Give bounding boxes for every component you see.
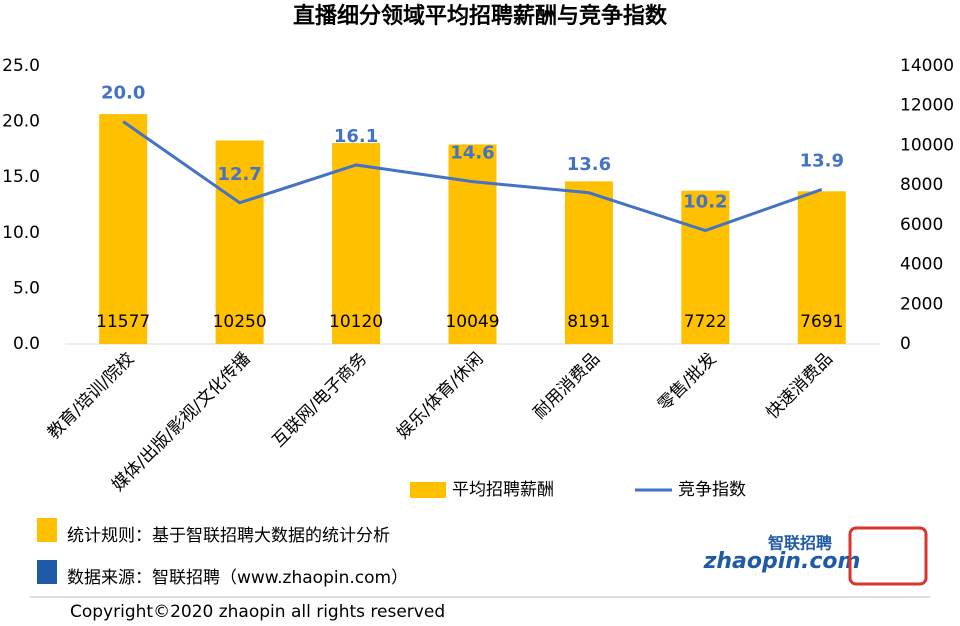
y-tick-label: 15.0 (2, 167, 40, 187)
line (122, 120, 823, 233)
bar-value-label: 7691 (800, 312, 843, 332)
y2-tick-label: 10000 (900, 135, 954, 155)
line-value-label: 13.6 (567, 154, 611, 175)
bar-value-label: 10049 (445, 312, 499, 332)
legend-label: 竞争指数 (678, 480, 746, 500)
line-value-label: 14.6 (450, 143, 494, 164)
line-value-label: 10.2 (683, 192, 727, 213)
brand-badge (848, 526, 928, 586)
logo: 智联招聘 (768, 534, 832, 553)
bar (332, 143, 381, 344)
legend-swatch (410, 482, 446, 498)
y-tick-label: 5.0 (13, 278, 40, 298)
bar (99, 114, 148, 344)
x-tick-label: 娱乐/体育/休闲 (393, 349, 487, 443)
line-value-label: 13.9 (800, 150, 844, 171)
x-tick-label: 零售/批发 (654, 349, 720, 415)
bar-value-label: 10250 (213, 312, 267, 332)
y2-tick-label: 2000 (900, 294, 943, 314)
y-tick-label: 20.0 (2, 112, 40, 132)
line-value-label: 12.7 (217, 164, 261, 185)
logo: zhaopin.com (703, 549, 861, 574)
y-tick-label: 25.0 (2, 56, 40, 76)
copyright: Copyright©2020 zhaopin all rights reserv… (70, 602, 445, 622)
note-icon (37, 560, 57, 584)
bar (215, 140, 264, 344)
y2-tick-label: 0 (900, 334, 911, 354)
bar (797, 191, 846, 344)
line-value-label: 16.1 (334, 126, 378, 147)
y2-tick-label: 8000 (900, 175, 943, 195)
note-icon (37, 518, 57, 542)
note: 数据来源：智联招聘（www.zhaopin.com） (67, 568, 408, 588)
bar (564, 181, 613, 344)
legend: 平均招聘薪酬 竞争指数 (410, 480, 746, 500)
bar (448, 144, 497, 344)
bar-value-label: 11577 (96, 312, 150, 332)
note: 统计规则：基于智联招聘大数据的统计分析 (67, 526, 390, 546)
y-tick-label: 10.0 (2, 223, 40, 243)
line-value-label: 20.0 (101, 83, 145, 104)
bar-value-label: 8191 (567, 312, 610, 332)
y2-tick-label: 12000 (900, 96, 954, 116)
x-tick-label: 教育/培训/院校 (44, 349, 138, 443)
y-tick-label: 0.0 (13, 334, 40, 354)
bar-value-label: 7722 (684, 312, 727, 332)
bar (681, 190, 730, 344)
y2-tick-label: 6000 (900, 215, 943, 235)
y2-tick-label: 14000 (900, 56, 954, 76)
y2-tick-label: 4000 (900, 255, 943, 275)
x-tick-label: 互联网/电子商务 (269, 349, 371, 451)
legend-label: 平均招聘薪酬 (452, 480, 554, 500)
bar-value-label: 10120 (329, 312, 383, 332)
x-tick-label: 快速消费品 (763, 349, 837, 423)
x-tick-label: 耐用消费品 (530, 349, 604, 423)
chart-title: 直播细分领域平均招聘薪酬与竞争指数 (293, 3, 668, 29)
